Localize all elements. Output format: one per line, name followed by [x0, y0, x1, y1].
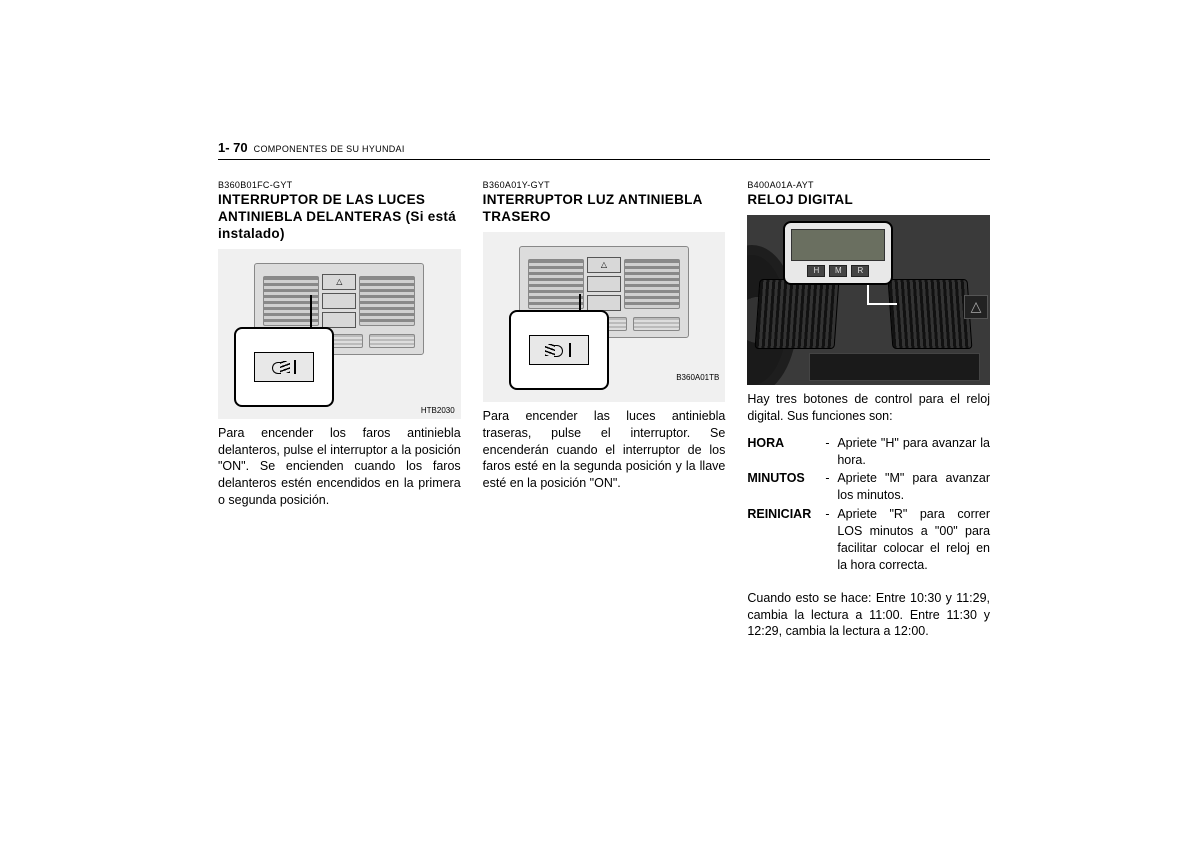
- body-text: Para encender las luces antiniebla trase…: [483, 408, 726, 492]
- figure-rear-fog: △ B360A01TB: [483, 232, 726, 402]
- def-row: MINUTOS - Apriete "M" para avanzar los m…: [747, 470, 990, 504]
- column-front-fog: B360B01FC-GYT INTERRUPTOR DE LAS LUCES A…: [218, 180, 461, 640]
- front-fog-icon: [272, 360, 288, 374]
- rear-fog-icon: [547, 343, 563, 357]
- figure-front-fog: △ HTB2030: [218, 249, 461, 419]
- page-number: 1- 70: [218, 140, 248, 155]
- def-dash: -: [825, 506, 831, 574]
- fog-button-icon: [587, 276, 621, 292]
- callout-box: [509, 310, 609, 390]
- switch-indicator: [569, 343, 571, 357]
- def-dash: -: [825, 470, 831, 504]
- hazard-button-icon: △: [322, 274, 356, 290]
- vent-icon: [528, 259, 584, 309]
- clock-buttons: H M R: [791, 265, 885, 277]
- dash-vent-icon: [755, 279, 840, 349]
- doc-code: B360A01Y-GYT: [483, 180, 726, 190]
- doc-code: B400A01A-AYT: [747, 180, 990, 190]
- button-stack: △: [322, 274, 356, 331]
- def-desc: Apriete "M" para avanzar los minutos.: [837, 470, 990, 504]
- section-title: COMPONENTES DE SU HYUNDAI: [254, 144, 405, 154]
- clock-screen-icon: [791, 229, 885, 261]
- figure-code: B360A01TB: [674, 373, 721, 382]
- column-rear-fog: B360A01Y-GYT INTERRUPTOR LUZ ANTINIEBLA …: [483, 180, 726, 640]
- page-header: 1- 70 COMPONENTES DE SU HYUNDAI: [218, 140, 990, 160]
- callout-box: [234, 327, 334, 407]
- fog-button-icon: [322, 293, 356, 309]
- hazard-button-icon: △: [587, 257, 621, 273]
- def-row: REINICIAR - Apriete "R" para correr LOS …: [747, 506, 990, 574]
- vent-icon: [624, 259, 680, 309]
- rear-fog-switch-icon: [529, 335, 589, 365]
- content-columns: B360B01FC-GYT INTERRUPTOR DE LAS LUCES A…: [218, 180, 990, 640]
- callout-line: [310, 295, 312, 331]
- clock-r-button: R: [851, 265, 869, 277]
- radio-unit-icon: [809, 353, 980, 381]
- def-term: REINICIAR: [747, 506, 819, 574]
- definitions-table: HORA - Apriete "H" para avanzar la hora.…: [747, 435, 990, 574]
- def-desc: Apriete "R" para correr LOS minutos a "0…: [837, 506, 990, 574]
- vent-icon: [359, 276, 415, 326]
- def-term: HORA: [747, 435, 819, 469]
- clock-callout: H M R: [783, 221, 893, 285]
- def-term: MINUTOS: [747, 470, 819, 504]
- clock-h-button: H: [807, 265, 825, 277]
- clock-m-button: M: [829, 265, 847, 277]
- body-text: Para encender los faros antiniebla delan…: [218, 425, 461, 509]
- def-desc: Apriete "H" para avanzar la hora.: [837, 435, 990, 469]
- hazard-button-icon: △: [964, 295, 988, 319]
- blank-button-icon: [322, 312, 356, 328]
- heading: RELOJ DIGITAL: [747, 192, 990, 209]
- figure-code: HTB2030: [421, 406, 455, 415]
- figure-digital-clock: △ H M R: [747, 215, 990, 385]
- switch-indicator: [294, 360, 296, 374]
- rear-fog-button-icon: [587, 295, 621, 311]
- dash-vent-icon: [888, 279, 973, 349]
- heading: INTERRUPTOR LUZ ANTINIEBLA TRASERO: [483, 192, 726, 226]
- column-digital-clock: B400A01A-AYT RELOJ DIGITAL △ H M R Hay t…: [747, 180, 990, 640]
- heading: INTERRUPTOR DE LAS LUCES ANTINIEBLA DELA…: [218, 192, 461, 243]
- def-row: HORA - Apriete "H" para avanzar la hora.: [747, 435, 990, 469]
- doc-code: B360B01FC-GYT: [218, 180, 461, 190]
- button-stack: △: [587, 257, 621, 314]
- def-dash: -: [825, 435, 831, 469]
- front-fog-switch-icon: [254, 352, 314, 382]
- footer-text: Cuando esto se hace: Entre 10:30 y 11:29…: [747, 590, 990, 641]
- intro-text: Hay tres botones de control para el relo…: [747, 391, 990, 425]
